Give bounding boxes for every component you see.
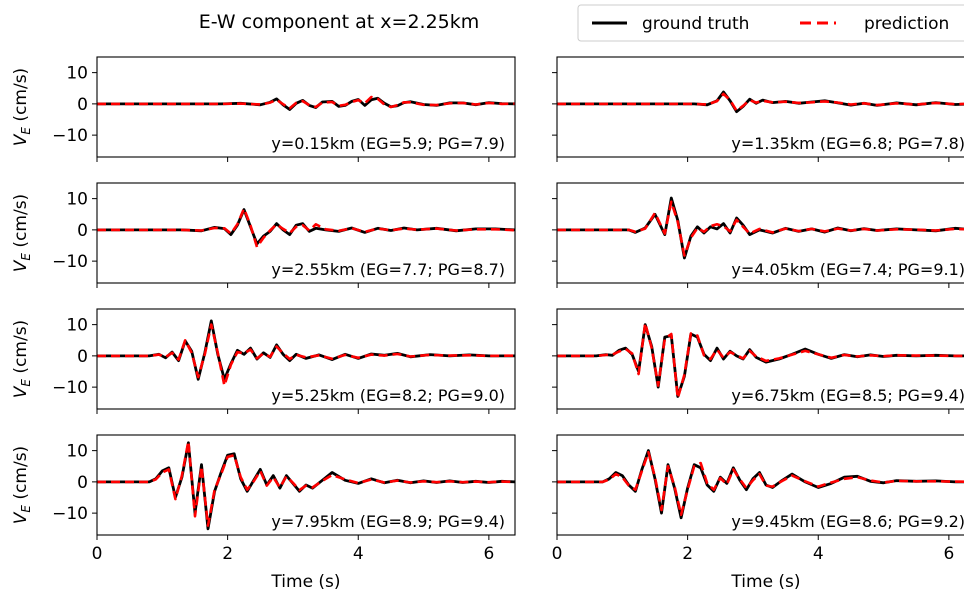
x-tick-label: 6 [943,544,954,564]
x-axis-label: Time (s) [730,572,800,592]
y-axis-label-sub: E [19,379,33,387]
y-axis-label: VE (cm/s) [11,320,33,398]
x-tick-label: 2 [682,544,693,564]
y-axis-label-sub: E [19,253,33,261]
series-line-ground-truth [557,449,964,520]
y-axis-label-unit: (cm/s) [11,194,31,253]
legend-label-ground-truth: ground truth [642,14,749,34]
series-line-prediction [557,321,964,400]
panel-annotation: y=5.25km (EG=8.2; PG=9.0) [271,386,505,405]
axes-frame [96,182,516,284]
y-tick-label: −10 [52,126,88,146]
legend: ground truth prediction [577,4,964,42]
y-tick-label: −10 [52,504,88,524]
y-tick-label: 0 [77,95,88,115]
figure-title: E-W component at x=2.25km [199,11,480,33]
x-tick-label: 0 [92,544,103,564]
y-axis-label-unit: (cm/s) [11,320,31,379]
axes-frame [556,308,964,410]
y-tick-label: 0 [77,473,88,493]
series-line-prediction [557,200,964,257]
series-line-ground-truth [557,90,964,114]
series-line-prediction [557,450,964,517]
panel-annotation: y=0.15km (EG=5.9; PG=7.9) [271,134,505,153]
y-axis-label-var: V [11,259,31,272]
x-tick-label: 6 [483,544,494,564]
x-tick-label: 4 [813,544,824,564]
axes-frame [556,434,964,536]
y-axis-label-sub: E [19,505,33,513]
y-axis-label-var: V [11,385,31,398]
panel-annotation: y=7.95km (EG=8.9; PG=9.4) [271,512,505,531]
axes-frame [96,434,516,536]
x-axis-label: Time (s) [270,572,340,592]
series-line-prediction [557,92,964,113]
x-tick-label: 4 [353,544,364,564]
y-axis-label: VE (cm/s) [11,194,33,272]
legend-label-prediction: prediction [864,14,949,34]
axes-frame [556,182,964,284]
panel-8: 0 2 4 6 y=9.45km (EG=8.6; PG=9.2) Time (s) [552,434,964,592]
panel-3: −10 0 10 y=2.55km (EG=7.7; PG=8.7) VE (cm/s) [11,182,516,288]
series-line-prediction [97,323,515,387]
panel-5: −10 0 10 y=5.25km (EG=8.2; PG=9.0) VE (cm/s) [11,308,516,414]
y-tick-label: −10 [52,252,88,272]
y-axis-label-var: V [11,133,31,146]
axes-frame [96,56,516,158]
panel-annotation: y=2.55km (EG=7.7; PG=8.7) [271,260,505,279]
y-tick-label: 10 [66,64,88,84]
series-line-ground-truth [97,319,515,381]
y-tick-label: 0 [77,347,88,367]
y-axis-label-sub: E [19,127,33,135]
y-axis-label: VE (cm/s) [11,446,33,524]
legend-frame [577,4,964,42]
y-tick-label: 0 [77,221,88,241]
panel-2: y=1.35km (EG=6.8; PG=7.8) [552,56,964,162]
y-tick-label: −10 [52,378,88,398]
axes-frame [96,308,516,410]
y-tick-label: 10 [66,442,88,462]
panel-annotation: y=4.05km (EG=7.4; PG=9.1) [731,260,964,279]
panel-annotation: y=1.35km (EG=6.8; PG=7.8) [731,134,964,153]
y-axis-label-unit: (cm/s) [11,68,31,127]
y-axis-label: VE (cm/s) [11,68,33,146]
panel-annotation: y=6.75km (EG=8.5; PG=9.4) [731,386,964,405]
x-tick-label: 2 [222,544,233,564]
x-tick-label: 0 [552,544,563,564]
panel-1: −10 0 10 y=0.15km (EG=5.9; PG=7.9) VE (cm/s) [11,56,516,162]
y-axis-label-var: V [11,511,31,524]
y-tick-label: 10 [66,190,88,210]
axes-frame [556,56,964,158]
y-axis-label-unit: (cm/s) [11,446,31,505]
series-line-prediction [97,207,515,249]
series-line-prediction [97,95,515,110]
series-line-prediction [97,439,515,527]
panel-annotation: y=9.45km (EG=8.6; PG=9.2) [731,512,964,531]
panel-4: y=4.05km (EG=7.4; PG=9.1) [552,182,964,288]
panel-6: y=6.75km (EG=8.5; PG=9.4) [552,308,964,414]
y-tick-label: 10 [66,316,88,336]
